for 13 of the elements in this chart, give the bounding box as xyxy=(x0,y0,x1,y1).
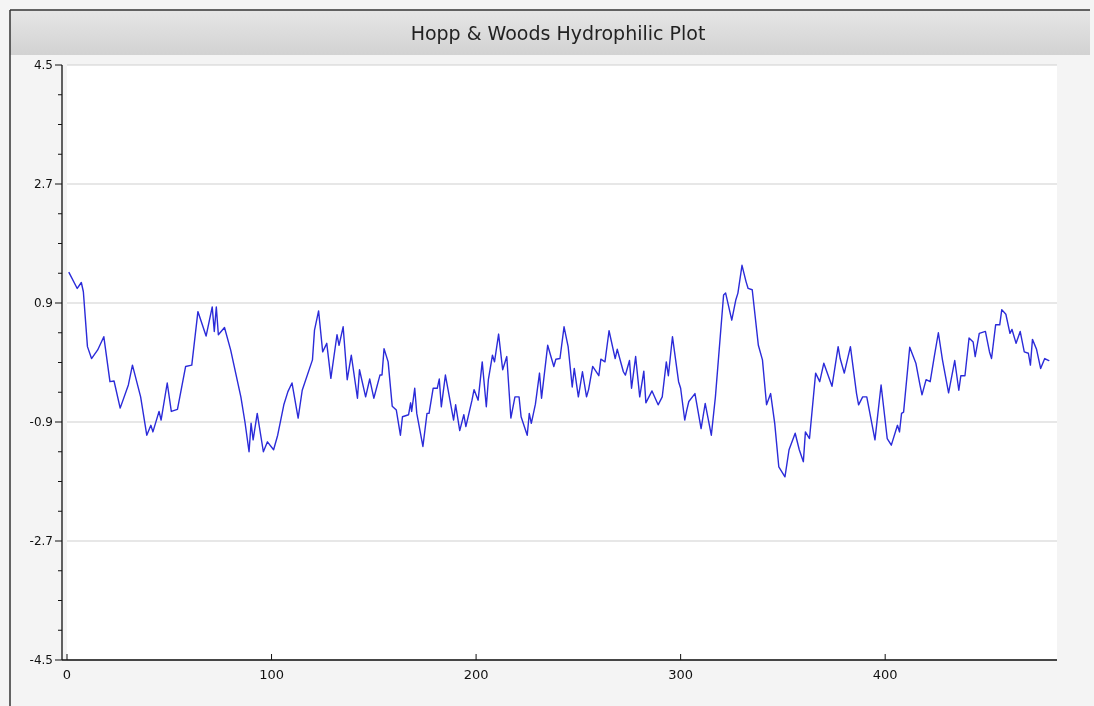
y-tick-label: 0.9 xyxy=(33,296,53,311)
y-tick-label: 2.7 xyxy=(33,177,53,192)
y-tick-label: -2.7 xyxy=(29,534,53,549)
y-tick-label: -0.9 xyxy=(29,415,53,430)
chart-title: Hopp & Woods Hydrophilic Plot xyxy=(410,22,706,44)
line-series xyxy=(68,264,1050,478)
x-tick-label: 100 xyxy=(259,667,284,682)
y-tick-label: -4.5 xyxy=(29,653,53,668)
y-tick-label: 4.5 xyxy=(33,58,53,73)
x-tick-label: 300 xyxy=(668,667,694,682)
x-tick-label: 200 xyxy=(463,667,489,682)
x-tick-label: 0 xyxy=(62,667,72,682)
x-tick-label: 400 xyxy=(872,667,898,682)
